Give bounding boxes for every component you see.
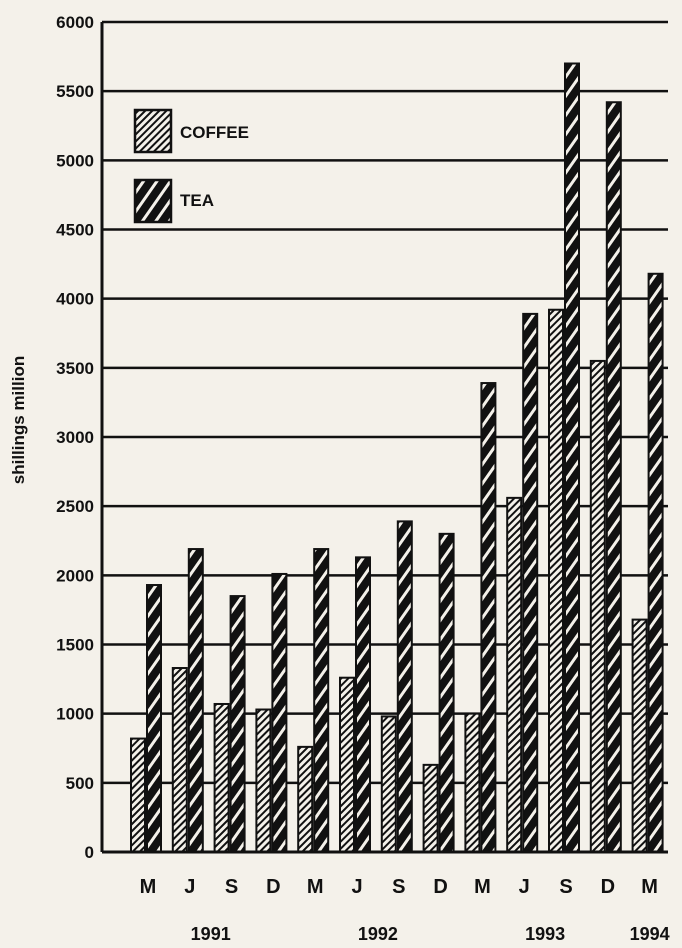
y-tick-label: 4500 [56, 221, 94, 240]
y-tick-label: 0 [85, 843, 94, 862]
legend: COFFEE TEA [133, 108, 249, 224]
tea-bar [313, 548, 330, 853]
y-tick-label: 3500 [56, 359, 94, 378]
coffee-bar [339, 676, 355, 854]
x-year-label: 1991 [191, 924, 231, 944]
coffee-bar [506, 496, 523, 853]
x-tick-label: M [474, 876, 491, 898]
x-year-label: 1993 [525, 924, 565, 944]
x-tick-label: S [559, 876, 572, 898]
tea-bar [605, 101, 622, 853]
y-tick-label: 6000 [56, 13, 94, 32]
tea-bar [271, 572, 288, 853]
x-tick-label: S [225, 876, 238, 898]
coffee-bar [130, 737, 146, 853]
y-tick-label: 500 [66, 774, 94, 793]
y-axis-label: shillings million [9, 356, 28, 484]
x-tick-label: J [519, 876, 530, 898]
x-year-labels: 1991 1992 1993 1994 [191, 924, 670, 944]
tea-bar [146, 584, 162, 853]
coffee-bar [589, 359, 606, 853]
tea-bar [438, 532, 455, 853]
y-tick-label: 4000 [56, 290, 94, 309]
x-tick-label: M [641, 876, 658, 898]
tea-bar [480, 382, 497, 853]
coffee-bar [631, 618, 648, 853]
x-year-label: 1992 [358, 924, 398, 944]
y-tick-label: 3000 [56, 428, 94, 447]
tea-bar [564, 62, 580, 853]
y-tick-label: 2500 [56, 497, 94, 516]
legend-label-coffee: COFFEE [180, 123, 249, 142]
y-tick-label: 5000 [56, 151, 94, 170]
x-tick-label: J [184, 876, 195, 898]
x-tick-label: M [307, 876, 324, 898]
legend-swatch-tea [133, 178, 173, 224]
tea-bar [396, 520, 413, 854]
y-tick-label: 1500 [56, 636, 94, 655]
legend-swatch-coffee [133, 108, 173, 154]
tea-bar [187, 548, 204, 853]
coffee-bar [422, 763, 439, 853]
bars [130, 62, 664, 854]
x-tick-label: S [392, 876, 405, 898]
x-tick-label: D [433, 876, 447, 898]
x-tick-label: M [140, 876, 157, 898]
coffee-bar [380, 715, 397, 854]
tea-bar [647, 272, 664, 853]
tea-bar [229, 595, 246, 853]
y-tick-labels: 0 500 1000 1500 2000 2500 3000 3500 4000 4500 5000… [56, 13, 94, 862]
x-tick-label: D [266, 876, 280, 898]
tea-bar [355, 556, 371, 853]
axes [100, 22, 668, 854]
legend-label-tea: TEA [180, 191, 214, 210]
coffee-bar [255, 708, 272, 853]
coffee-bar [464, 712, 481, 854]
coffee-bar [213, 702, 230, 853]
tea-bar [522, 312, 539, 853]
x-tick-label: D [601, 876, 615, 898]
coffee-bar [548, 308, 564, 853]
coffee-bar [297, 745, 314, 853]
x-tick-label: J [351, 876, 362, 898]
coffee-bar [171, 667, 188, 853]
y-tick-label: 2000 [56, 566, 94, 585]
x-year-label: 1994 [630, 924, 670, 944]
y-tick-label: 1000 [56, 705, 94, 724]
y-tick-label: 5500 [56, 82, 94, 101]
